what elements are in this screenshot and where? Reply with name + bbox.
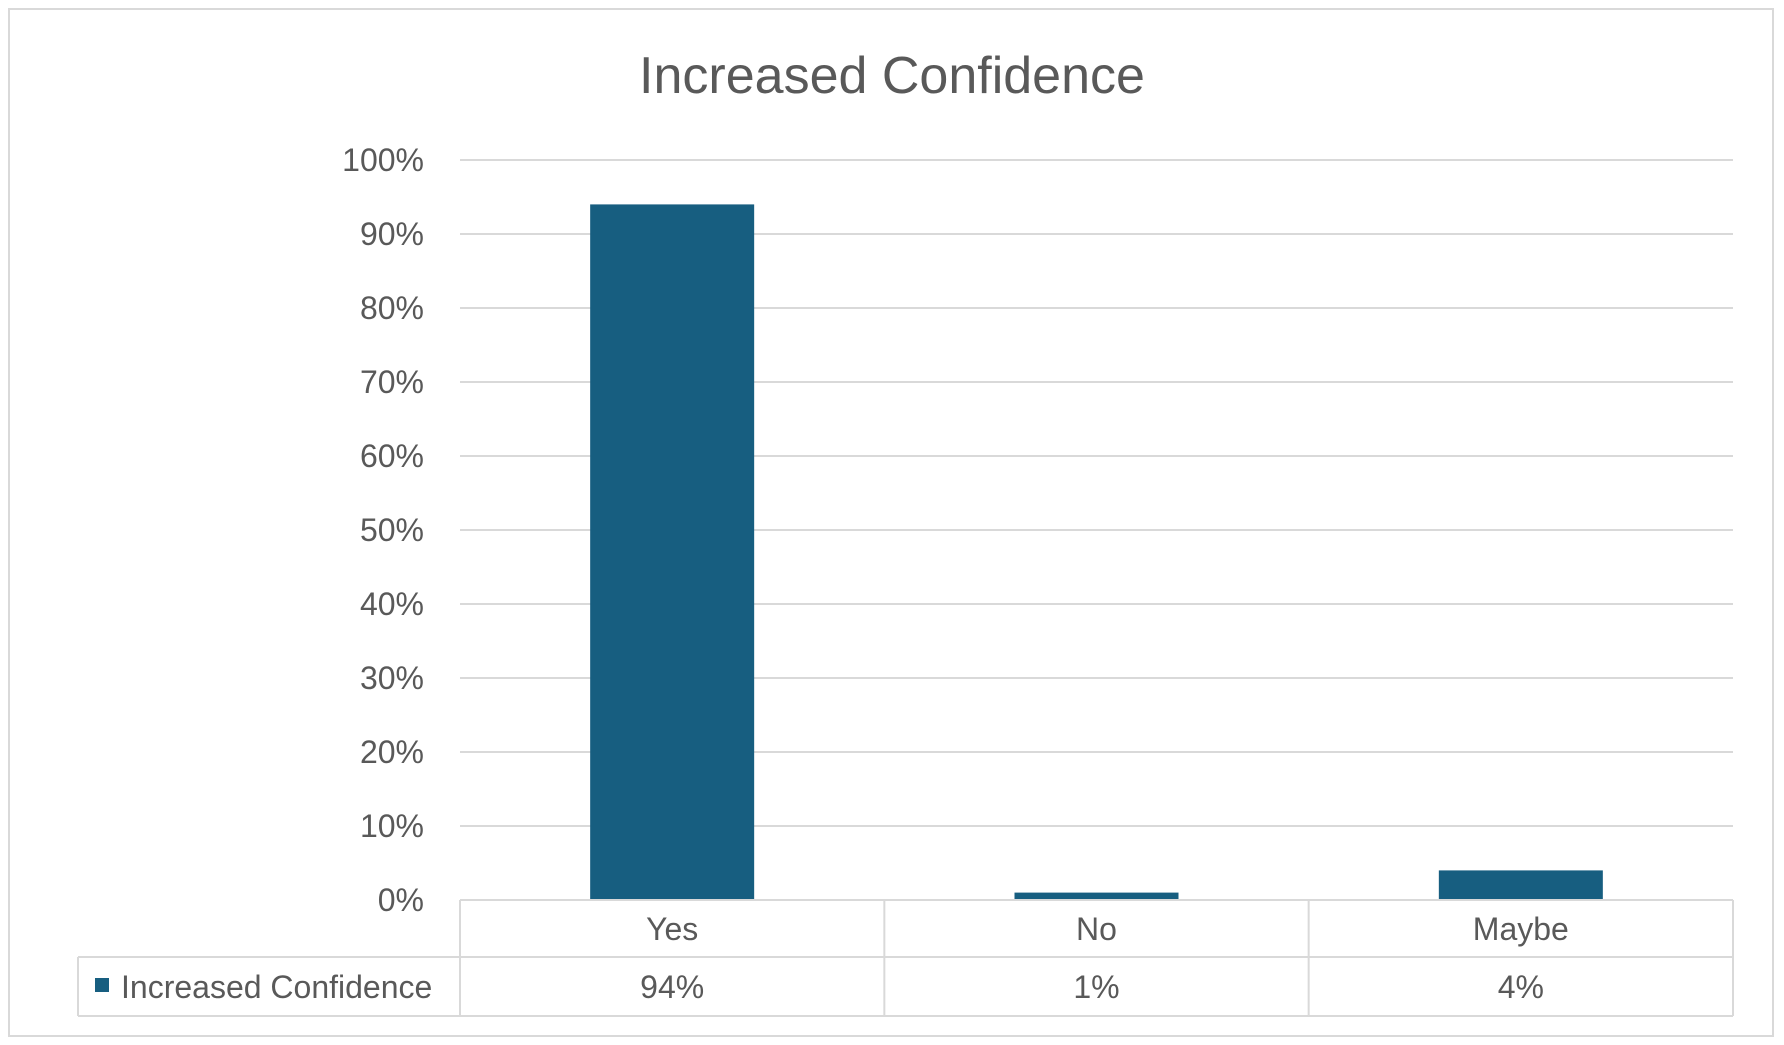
data-table-value: 4% — [1498, 969, 1544, 1005]
data-table-value: 1% — [1073, 969, 1119, 1005]
chart-frame — [8, 8, 1774, 1037]
y-tick-label: 0% — [378, 882, 424, 918]
y-tick-label: 80% — [360, 290, 424, 326]
y-tick-label: 30% — [360, 660, 424, 696]
x-category-label: Maybe — [1473, 911, 1569, 947]
y-tick-label: 50% — [360, 512, 424, 548]
bar-no — [1014, 892, 1179, 900]
y-tick-label: 20% — [360, 734, 424, 770]
y-tick-label: 10% — [360, 808, 424, 844]
bars — [590, 204, 1603, 900]
y-tick-label: 70% — [360, 364, 424, 400]
y-axis-tick-labels: 0% 10% 20% 30% 40% 50% 60% 70% 80% 90% 100% — [342, 142, 424, 918]
y-tick-label: 100% — [342, 142, 424, 178]
bar-maybe — [1438, 870, 1603, 900]
data-table-value: 94% — [640, 969, 704, 1005]
y-tick-label: 40% — [360, 586, 424, 622]
bar-yes — [590, 204, 755, 900]
x-category-label: Yes — [646, 911, 698, 947]
legend-series-name: Increased Confidence — [121, 969, 432, 1005]
y-tick-label: 60% — [360, 438, 424, 474]
legend-key — [95, 978, 109, 992]
y-tick-label: 90% — [360, 216, 424, 252]
data-table: Yes 94% No 1% Maybe 4% Increased Confidence — [77, 899, 1734, 1017]
chart-title: Increased Confidence — [639, 47, 1145, 105]
x-category-label: No — [1076, 911, 1117, 947]
